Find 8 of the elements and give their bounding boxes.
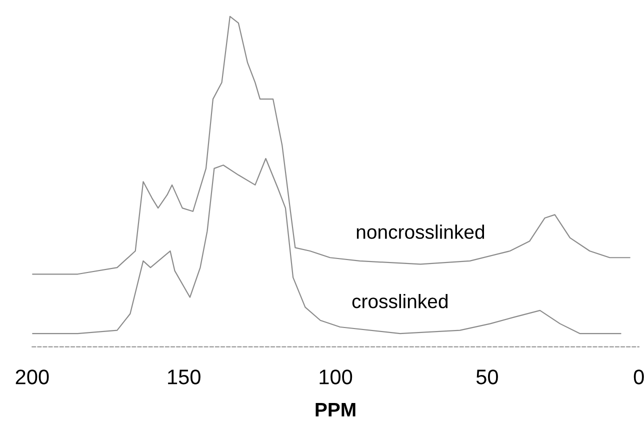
x-tick-label: 0 [634,370,644,384]
x-axis-title: PPM [316,403,356,416]
x-tick-label: 50 [476,370,498,384]
x-tick-label: 150 [168,370,200,384]
x-tick-label: 200 [16,370,49,384]
series-label: crosslinked [352,294,448,308]
x-tick-label: 100 [320,370,352,384]
series-label: noncrosslinked [356,224,484,239]
